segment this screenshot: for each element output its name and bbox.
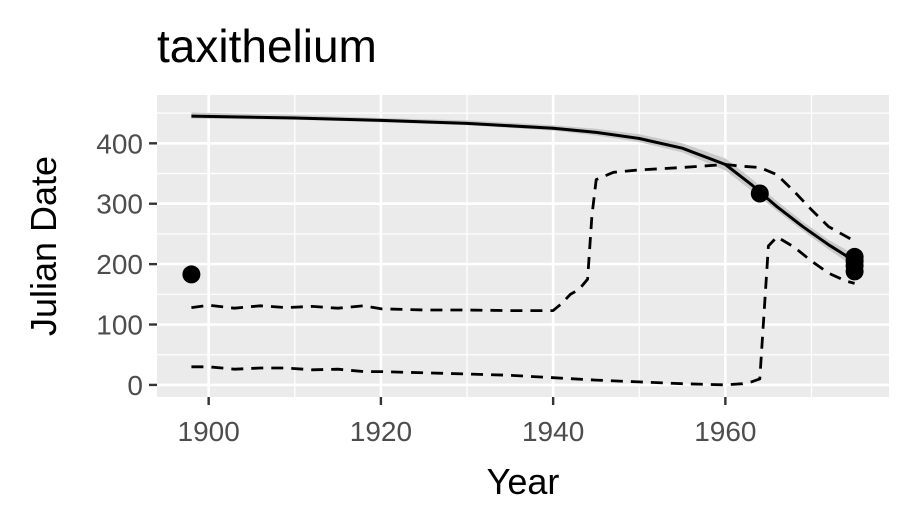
series-layer (191, 114, 856, 387)
x-axis-title: Year (487, 461, 560, 502)
x-tick-label: 1920 (350, 416, 412, 447)
x-tick-label: 1900 (178, 416, 240, 447)
dashed-bound-line (191, 235, 855, 387)
plot-panel (157, 95, 889, 397)
tick-labels: 1900 1920 1940 1960 0 100 200 300 400 (96, 128, 756, 447)
major-gridlines (157, 95, 889, 397)
chart-title: taxithelium (157, 20, 377, 72)
minor-gridlines (157, 95, 889, 397)
points-layer (182, 184, 864, 284)
data-point (750, 184, 769, 203)
data-point (182, 265, 201, 284)
y-axis-title: Julian Date (23, 156, 64, 336)
y-tick-label: 200 (96, 249, 143, 280)
y-tick-label: 300 (96, 189, 143, 220)
x-tick-label: 1940 (522, 416, 584, 447)
y-tick-label: 100 (96, 310, 143, 341)
x-tick-label: 1960 (694, 416, 756, 447)
y-tick-label: 0 (127, 370, 143, 401)
axis-ticks (149, 142, 727, 405)
data-point (845, 247, 864, 266)
smooth-trend-line (191, 114, 856, 263)
y-tick-label: 400 (96, 128, 143, 159)
dashed-bound-line (191, 163, 856, 313)
